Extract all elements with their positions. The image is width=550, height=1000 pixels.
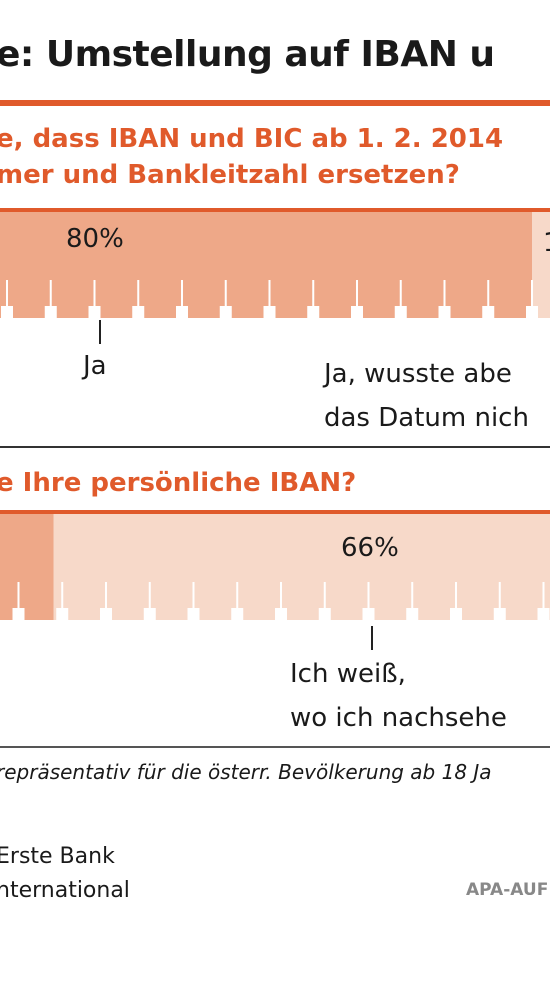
bar-1-category-label-1: Ja xyxy=(83,351,107,381)
question-1-rule xyxy=(0,208,550,212)
bar-2-tick-marker-6 xyxy=(231,608,244,620)
bar-1-tick-marker-4 xyxy=(132,306,145,318)
bar-1-tick-marker-6 xyxy=(219,306,232,318)
bar-1-category-label-2: Ja, wusste abe das Datum nich xyxy=(324,359,529,433)
bar-1-tick-marker-3 xyxy=(88,306,101,318)
footer-separator xyxy=(0,746,550,748)
source: Erste Bank nternational xyxy=(0,844,130,903)
bar-1-tick-marker-12 xyxy=(482,306,495,318)
bar-1-tick-marker-2 xyxy=(44,306,57,318)
bar-2-tick-marker-10 xyxy=(406,608,419,620)
bar-2-tick-marker-12 xyxy=(493,608,506,620)
bar-2-tick-marker-7 xyxy=(275,608,287,620)
bar-1-segment-2 xyxy=(532,212,550,318)
leader-line-ja xyxy=(99,320,101,344)
bar-chart-2 xyxy=(0,514,550,620)
question-1-line-1: e, dass IBAN und BIC ab 1. 2. 2014 xyxy=(0,124,504,154)
bar-chart-1 xyxy=(0,212,550,318)
bar-2-tick-marker-2 xyxy=(56,608,69,620)
bar-1-tick-marker-7 xyxy=(263,306,276,318)
bar-2-segment-2 xyxy=(53,514,550,620)
bar-1-segment-1 xyxy=(0,212,532,318)
bar-2-tick-marker-11 xyxy=(450,608,462,620)
bar-1-value-label-1: 80% xyxy=(66,224,124,254)
bar-1-value-label-2: 1 xyxy=(543,228,550,258)
bar-2-category-label-2: Ich weiß, wo ich nachsehe xyxy=(290,659,507,733)
bar-2-tick-marker-3 xyxy=(100,608,112,620)
bar-1-tick-marker-9 xyxy=(351,306,363,318)
bar-1-tick-marker-1 xyxy=(1,306,13,318)
bar-1-tick-marker-11 xyxy=(438,306,451,318)
bar-2-tick-marker-5 xyxy=(187,608,200,620)
bar-2-tick-marker-9 xyxy=(362,608,375,620)
bar-2-tick-marker-1 xyxy=(12,608,25,620)
credit: APA-AUF xyxy=(466,880,549,900)
bar-2-tick-marker-4 xyxy=(143,608,156,620)
chart-title: e: Umstellung auf IBAN u xyxy=(0,34,495,75)
section-separator xyxy=(0,446,550,448)
bar-1-tick-marker-5 xyxy=(176,306,188,318)
leader-line-ich-weiss xyxy=(371,626,373,650)
bar-2-segment-1 xyxy=(0,514,54,620)
bar-2-tick-marker-8 xyxy=(318,608,331,620)
title-rule xyxy=(0,100,550,106)
bar-1-tick-marker-10 xyxy=(394,306,407,318)
bar-2-tick-marker-13 xyxy=(537,608,550,620)
question-2-line-1: e Ihre persönliche IBAN? xyxy=(0,468,357,498)
bar-1-tick-marker-13 xyxy=(526,306,538,318)
bar-1-tick-marker-8 xyxy=(307,306,320,318)
bar-2-value-label-1: 66% xyxy=(341,533,399,563)
question-2-rule xyxy=(0,510,550,514)
question-1-line-2: mer und Bankleitzahl ersetzen? xyxy=(0,160,460,190)
footnote: repräsentativ für die österr. Bevölkerun… xyxy=(0,760,492,784)
